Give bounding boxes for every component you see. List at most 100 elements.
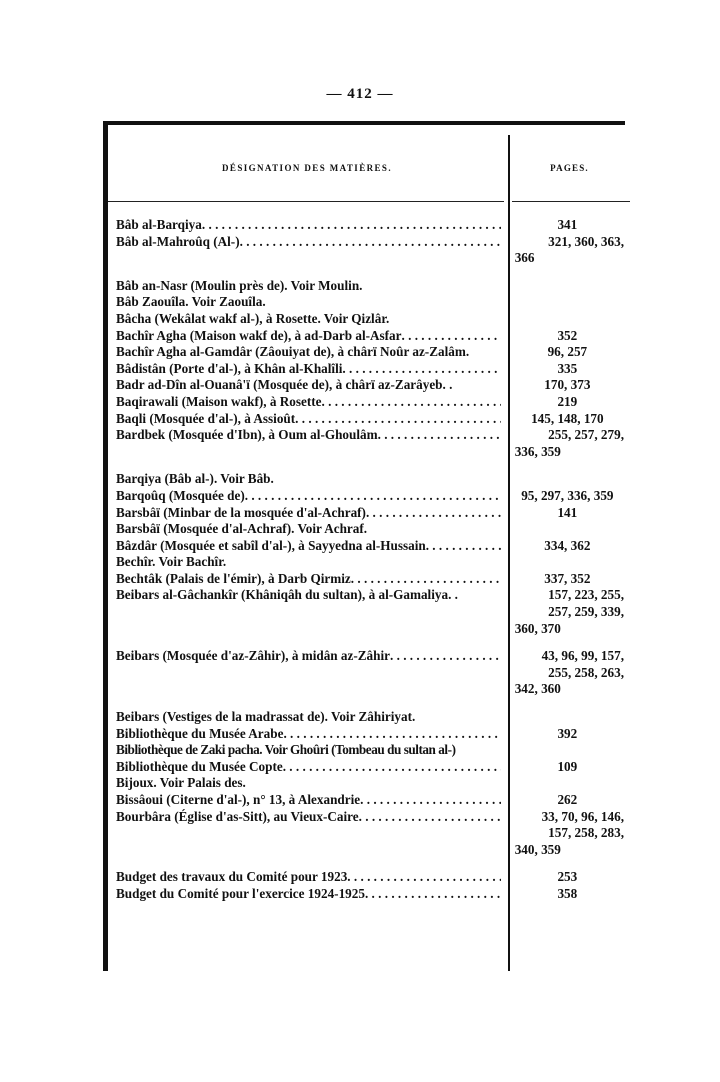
entry-text: Barqiya (Bâb al-). Voir Bâb. (116, 471, 274, 487)
dot-leader (360, 792, 501, 809)
page-refs: 255, 257, 279, (548, 427, 624, 443)
entry-text: Bissâoui (Citerne d'al-), n° 13, à Alexa… (116, 792, 361, 807)
entry-text: Beibars (Mosquée d'az-Zâhir), à midân az… (116, 648, 391, 664)
entry-pages (509, 278, 626, 295)
index-entry: Bachîr Agha (Maison wakf de), à ad-Darb … (116, 328, 626, 345)
entry-text: Bâcha (Wekâlat wakf al-), à Rosette. Voi… (116, 310, 390, 326)
index-entry: Bibliothèque du Musée Copte 109 (116, 759, 626, 776)
entry-designation: Bachîr Agha al-Gamdâr (Zâouiyat de), à c… (116, 344, 501, 361)
entry-text: Bijoux. Voir Palais des. (116, 775, 246, 791)
dot-leader (359, 809, 501, 859)
index-entry: Beibars (Vestiges de la madrassat de). V… (116, 709, 626, 726)
page-refs: 335 (557, 360, 578, 376)
entry-pages: 255, 257, 279, 336, 359 (509, 427, 626, 460)
entry-pages: 170, 373 (509, 377, 626, 394)
entry-text: Bâb al-Mahroûq (Al-) (116, 233, 240, 249)
entry-pages: 219 (509, 394, 626, 411)
dot-leader (245, 488, 501, 505)
entry-designation: Baqirawali (Maison wakf), à Rosette (116, 394, 501, 411)
dot-leader (347, 869, 500, 886)
page-refs: 170, 373 (544, 377, 591, 393)
entry-text: Bachîr Agha al-Gamdâr (Zâouiyat de), à c… (116, 344, 470, 360)
page-refs: 253 (557, 869, 578, 885)
page-refs: 95, 297, 336, 359 (521, 487, 614, 503)
page-refs: 342, 360 (514, 681, 561, 697)
entry-designation: Bibliothèque de Zaki pacha. Voir Ghoûri … (116, 742, 501, 759)
entry-pages: 157, 223, 255, 257, 259, 339, 360, 370 (509, 587, 626, 637)
entry-text: Bibliothèque du Musée Arabe (116, 725, 284, 741)
entry-pages (509, 521, 626, 538)
entry-pages: 96, 257 (509, 344, 626, 361)
dot-leader (322, 394, 501, 411)
entry-designation: Bourbâra (Église d'as-Sitt), au Vieux-Ca… (116, 809, 501, 859)
index-entry: Bâcha (Wekâlat wakf al-), à Rosette. Voi… (116, 311, 626, 328)
entry-text: Bachîr Agha (Maison wakf de), à ad-Darb … (116, 327, 402, 343)
entry-pages: 335 (509, 361, 626, 378)
entry-designation: Bechîr. Voir Bachîr. (116, 554, 501, 571)
column-divider (508, 135, 510, 971)
index-entry: Barsbâï (Mosquée d'al-Achraf). Voir Achr… (116, 521, 626, 538)
entry-designation: Barsbâï (Mosquée d'al-Achraf). Voir Achr… (116, 521, 501, 538)
entry-text: Bâb an-Nasr (Moulin près de). Voir Mouli… (116, 277, 363, 293)
entry-designation: Bissâoui (Citerne d'al-), n° 13, à Alexa… (116, 792, 501, 809)
entry-designation: Barqiya (Bâb al-). Voir Bâb. (116, 471, 501, 488)
page-refs: 141 (557, 504, 578, 520)
header-rule (108, 201, 504, 202)
dot-leader (378, 427, 501, 460)
index-entry: Bissâoui (Citerne d'al-), n° 13, à Alexa… (116, 792, 626, 809)
entry-pages: 341 (509, 217, 626, 234)
entry-text: Bourbâra (Église d'as-Sitt), au Vieux-Ca… (116, 808, 359, 824)
index-entry: Bâzdâr (Mosquée et sabîl d'al-), à Sayye… (116, 538, 626, 555)
entry-designation: Baqli (Mosquée d'al-), à Assioût (116, 411, 501, 428)
header-rule (512, 201, 630, 202)
entry-text: Barsbâï (Mosquée d'al-Achraf). Voir Achr… (116, 521, 368, 537)
entry-designation: Bâdistân (Porte d'al-), à Khân al-Khalîl… (116, 361, 501, 378)
index-entry: Bâb an-Nasr (Moulin près de). Voir Mouli… (116, 278, 626, 295)
entry-text: Bechtâk (Palais de l'émir), à Darb Qirmi… (116, 570, 351, 586)
index-entry: Bâb Zaouîla. Voir Zaouîla. (116, 294, 626, 311)
index-entry: Bardbek (Mosquée d'Ibn), à Oum al-Ghoulâ… (116, 427, 626, 460)
entry-designation: Barqoûq (Mosquée de) (116, 488, 501, 505)
entry-text: Bâb Zaouîla. Voir Zaouîla. (116, 294, 266, 310)
index-entry: Bijoux. Voir Palais des. (116, 775, 626, 792)
entry-text: Barqoûq (Mosquée de) (116, 487, 245, 503)
page-refs: 262 (557, 792, 578, 807)
page-refs: 341 (557, 217, 578, 232)
entry-text: Badr ad-Dîn al-Ouanâ'ï (Mosquée de), à c… (116, 377, 453, 393)
entry-pages: 352 (509, 328, 626, 345)
entry-text: Barsbâï (Minbar de la mosquée d'al-Achra… (116, 504, 366, 520)
page-refs: 109 (557, 758, 578, 774)
entry-pages (509, 742, 626, 759)
page-refs: 340, 359 (514, 841, 561, 857)
page-refs: 392 (557, 725, 578, 741)
index-entry: Barqiya (Bâb al-). Voir Bâb. (116, 471, 626, 488)
entry-designation: Bâb an-Nasr (Moulin près de). Voir Mouli… (116, 278, 501, 295)
dot-leader (240, 234, 501, 267)
page-refs: 321, 360, 363, (548, 233, 624, 249)
index-entry: Bechtâk (Palais de l'émir), à Darb Qirmi… (116, 571, 626, 588)
entry-pages: 141 (509, 505, 626, 522)
page-refs: 96, 257 (547, 344, 588, 360)
index-entry: Beibars al-Gâchankîr (Khâniqâh du sultan… (116, 587, 626, 637)
entry-designation: Bechtâk (Palais de l'émir), à Darb Qirmi… (116, 571, 501, 588)
dot-leader (402, 328, 501, 345)
dot-leader (426, 538, 501, 555)
entry-designation: Barsbâï (Minbar de la mosquée d'al-Achra… (116, 505, 501, 522)
page-refs: 255, 258, 263, (548, 664, 624, 680)
dot-leader (283, 759, 501, 776)
dot-leader (351, 571, 501, 588)
page-refs: 219 (557, 393, 578, 409)
page-refs: 366 (514, 250, 535, 266)
entry-text: Bardbek (Mosquée d'Ibn), à Oum al-Ghoulâ… (116, 427, 378, 443)
entry-pages: 321, 360, 363, 366 (509, 234, 626, 267)
entry-text: Budget des travaux du Comité pour 1923 (116, 869, 348, 885)
header-designation: DÉSIGNATION DES MATIÈRES. (222, 163, 392, 173)
index-entry: Bechîr. Voir Bachîr. (116, 554, 626, 571)
index-entry: Bibliothèque de Zaki pacha. Voir Ghoûri … (116, 742, 626, 759)
index-entry: Bâdistân (Porte d'al-), à Khân al-Khalîl… (116, 361, 626, 378)
entry-pages (509, 294, 626, 311)
entry-pages: 358 (509, 886, 626, 903)
entry-designation: Bâzdâr (Mosquée et sabîl d'al-), à Sayye… (116, 538, 501, 555)
entry-designation: Bibliothèque du Musée Arabe (116, 726, 501, 743)
dot-leader (283, 726, 500, 743)
